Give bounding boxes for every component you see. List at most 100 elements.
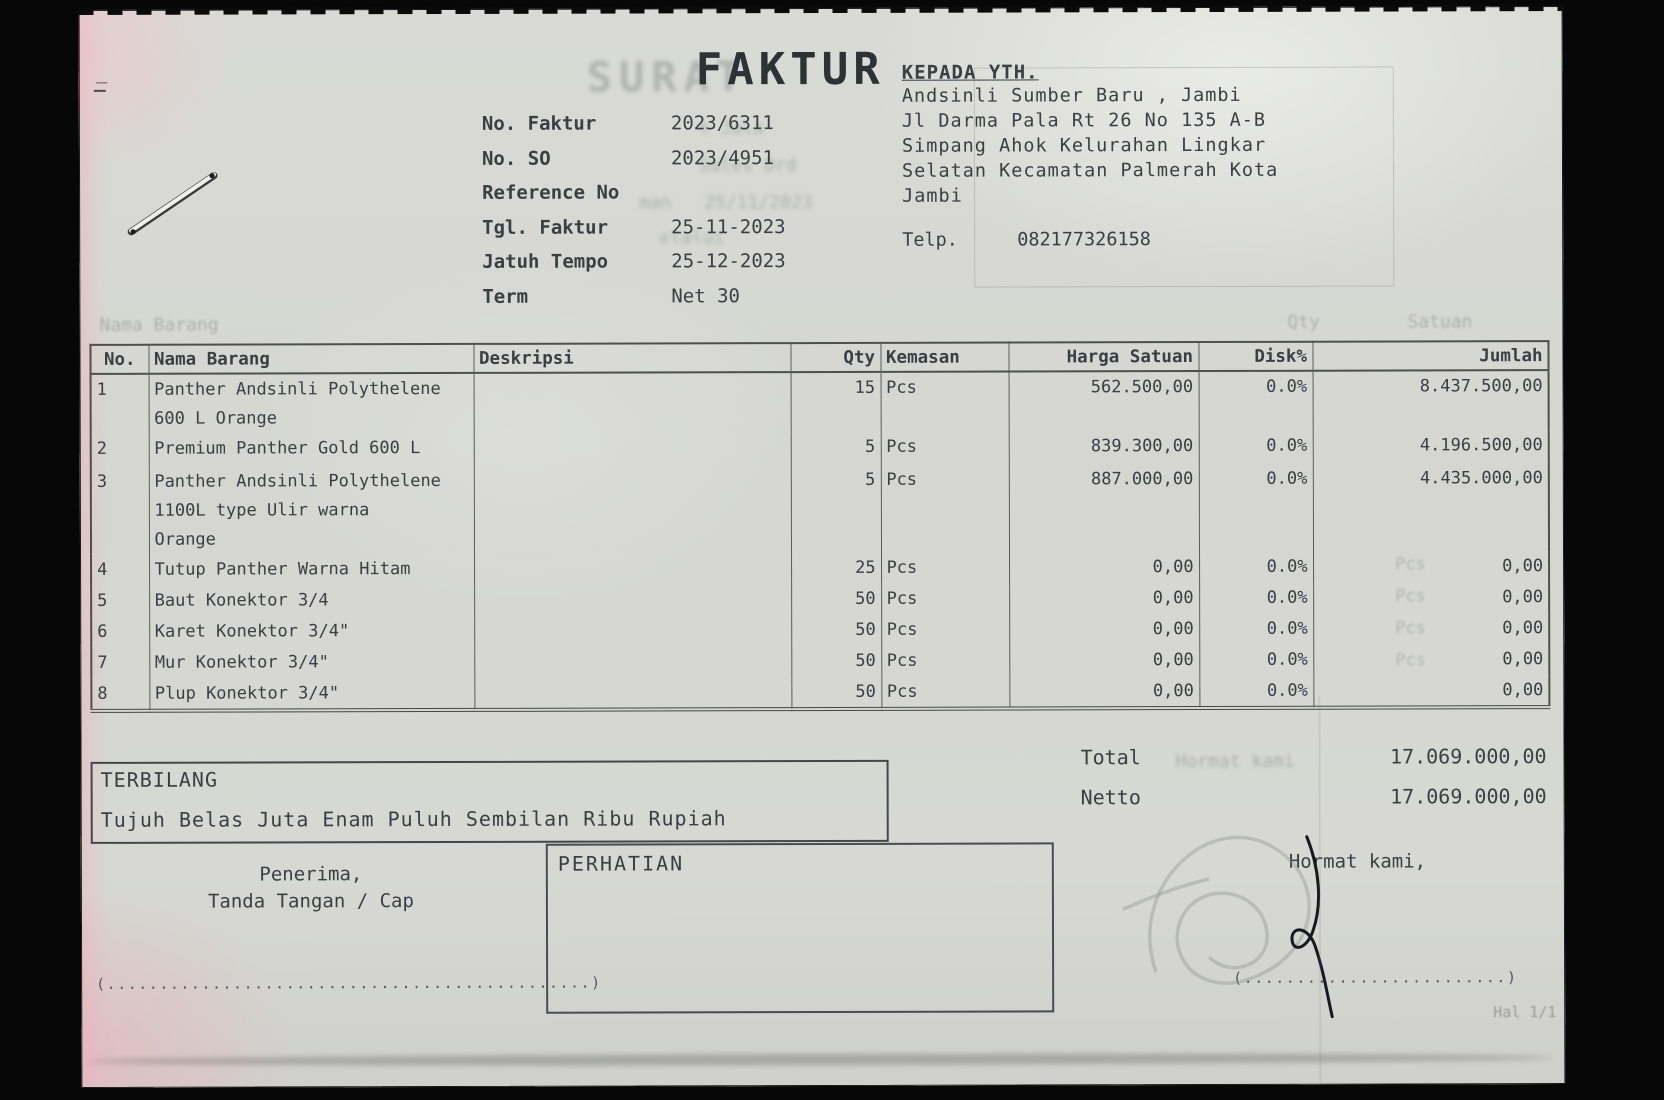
cell-nama-barang: Plup Konektor 3/4" bbox=[149, 677, 475, 711]
table-row: 2 Premium Panther Gold 600 L 5 Pcs 839.3… bbox=[90, 430, 1549, 467]
cell-no: 6 bbox=[91, 616, 150, 648]
cell-jumlah: 0,00 bbox=[1313, 675, 1550, 708]
perhatian-label: PERHATIAN bbox=[557, 851, 685, 876]
cell-jumlah: 4.435.000,00 bbox=[1312, 463, 1550, 552]
hormat-kami-caption: Hormat kami, bbox=[1288, 850, 1427, 873]
cell-jumlah: 0,00 bbox=[1313, 551, 1550, 583]
invoice-meta-block: No. Faktur 2023/6311 No. SO 2023/4951 Refe… bbox=[482, 112, 786, 320]
amount-in-words: Tujuh Belas Juta Enam Puluh Sembilan Rib… bbox=[100, 806, 727, 832]
cell-no: 8 bbox=[91, 678, 150, 711]
invoice-paper: SURAT t Jala Sales Ord man 25/11/2023 el… bbox=[78, 4, 1566, 1088]
phone-row: Telp. 082177326158 bbox=[902, 229, 1151, 251]
line-items-table: No. Nama Barang Deskripsi Qty Kemasan Ha… bbox=[89, 340, 1551, 713]
cell-no: 2 bbox=[90, 433, 149, 467]
recipient-address: Selatan Kecamatan Palmerah Kota bbox=[901, 159, 1279, 182]
ghost-signature bbox=[1122, 835, 1311, 985]
cell-jumlah: 0,00 bbox=[1313, 644, 1550, 676]
cell-harga-satuan: 839.300,00 bbox=[1008, 431, 1199, 465]
cell-qty: 50 bbox=[791, 676, 882, 710]
meta-label: Tgl. Faktur bbox=[482, 216, 609, 239]
torn-edge-perforation bbox=[78, 4, 1563, 15]
recipient-block: KEPADA YTH. Andsinli Sumber Baru , Jambi… bbox=[902, 61, 1279, 209]
cell-jumlah: 0,00 bbox=[1313, 613, 1550, 645]
cell-deskripsi bbox=[474, 615, 792, 647]
document-title: FAKTUR bbox=[695, 43, 885, 96]
table-row: 7 Mur Konektor 3/4" 50 Pcs 0,00 0.0% 0,0… bbox=[91, 644, 1550, 679]
cell-nama-barang: Baut Konektor 3/4 bbox=[149, 584, 475, 617]
cell-nama-barang: Panther Andsinli Polythelene 1100L type … bbox=[148, 465, 475, 555]
cell-qty: 50 bbox=[791, 583, 882, 616]
cell-disk: 0.0% bbox=[1199, 582, 1314, 615]
meta-row: Reference No bbox=[482, 181, 785, 216]
col-header-qty: Qty bbox=[790, 342, 881, 373]
cell-qty: 50 bbox=[791, 614, 882, 647]
cell-qty: 5 bbox=[790, 464, 882, 554]
cell-deskripsi bbox=[473, 465, 792, 554]
netto-label: Netto bbox=[1080, 785, 1141, 810]
penerima-signature-caption: Penerima, Tanda Tangan / Cap bbox=[207, 863, 414, 913]
col-header-deskripsi: Deskripsi bbox=[473, 343, 791, 373]
page-bottom-shadow bbox=[87, 1052, 1554, 1067]
table-row: 3 Panther Andsinli Polythelene 1100L typ… bbox=[90, 463, 1550, 555]
netto-row: Netto 17.069.000,00 bbox=[1081, 784, 1547, 809]
netto-value: 17.069.000,00 bbox=[1390, 784, 1547, 809]
recipient-address: Jl Darma Pala Rt 26 No 135 A-B bbox=[901, 109, 1267, 132]
total-value: 17.069.000,00 bbox=[1389, 744, 1547, 769]
cell-harga-satuan: 0,00 bbox=[1009, 552, 1200, 584]
meta-label: Jatuh Tempo bbox=[482, 250, 609, 273]
cell-nama-barang: Premium Panther Gold 600 L bbox=[148, 432, 474, 467]
cell-kemasan: Pcs bbox=[880, 464, 1010, 553]
perhatian-box: PERHATIAN bbox=[545, 842, 1055, 1014]
cell-kemasan: Pcs bbox=[881, 645, 1010, 677]
table-row: 5 Baut Konektor 3/4 50 Pcs 0,00 0.0% 0,0… bbox=[91, 582, 1550, 617]
cell-jumlah: 8.437.500,00 bbox=[1312, 370, 1549, 431]
cell-harga-satuan: 0,00 bbox=[1009, 614, 1200, 646]
cell-jumlah: 0,00 bbox=[1313, 582, 1550, 614]
pen-mark bbox=[93, 89, 106, 92]
col-header-jumlah: Jumlah bbox=[1312, 341, 1549, 371]
invoice-number: 2023/6311 bbox=[670, 112, 774, 135]
col-header-harga-satuan: Harga Satuan bbox=[1008, 342, 1199, 372]
cell-kemasan: Pcs bbox=[881, 583, 1010, 615]
invoice-date: 25-11-2023 bbox=[671, 215, 786, 238]
total-row: Total 17.069.000,00 bbox=[1081, 744, 1547, 769]
cell-nama-barang: Tutup Panther Warna Hitam bbox=[149, 553, 475, 586]
cell-nama-barang: Panther Andsinli Polythelene 600 L Orang… bbox=[148, 372, 474, 434]
ghost-column-label: Satuan bbox=[1407, 311, 1473, 333]
ghost-column-label: Nama Barang bbox=[99, 314, 219, 336]
cell-no: 3 bbox=[90, 466, 150, 555]
cell-deskripsi bbox=[474, 553, 792, 585]
cell-disk: 0.0% bbox=[1198, 370, 1313, 432]
cell-harga-satuan: 887.000,00 bbox=[1008, 464, 1200, 553]
cell-nama-barang: Karet Konektor 3/4" bbox=[149, 615, 475, 648]
phone-number: 082177326158 bbox=[1017, 229, 1151, 251]
meta-label: No. Faktur bbox=[481, 112, 597, 135]
cell-disk: 0.0% bbox=[1199, 675, 1314, 709]
cell-no: 4 bbox=[91, 554, 150, 586]
meta-row: No. Faktur 2023/6311 bbox=[482, 112, 785, 147]
cell-nama-barang: Mur Konektor 3/4" bbox=[149, 646, 475, 679]
cell-disk: 0.0% bbox=[1199, 644, 1314, 677]
meta-label: Term bbox=[482, 285, 529, 308]
signature-line-right: (.........................) bbox=[1233, 968, 1518, 987]
table-header-row: No. Nama Barang Deskripsi Qty Kemasan Ha… bbox=[90, 341, 1549, 374]
cell-deskripsi bbox=[474, 584, 792, 616]
cell-no: 5 bbox=[91, 585, 150, 617]
cell-harga-satuan: 0,00 bbox=[1009, 645, 1200, 677]
col-header-disk: Disk% bbox=[1198, 341, 1313, 372]
payment-term: Net 30 bbox=[671, 284, 741, 307]
table-row: 4 Tutup Panther Warna Hitam 25 Pcs 0,00 … bbox=[91, 551, 1550, 586]
page-number: Hal 1/1 bbox=[1493, 1003, 1557, 1022]
signature-line-left: (.......................................… bbox=[96, 973, 602, 993]
ghost-column-label: Qty bbox=[1287, 311, 1320, 333]
table-row: 8 Plup Konektor 3/4" 50 Pcs 0,00 0.0% 0,… bbox=[91, 675, 1550, 711]
meta-row: Jatuh Tempo 25-12-2023 bbox=[482, 250, 785, 285]
cell-qty: 50 bbox=[791, 645, 882, 678]
cell-disk: 0.0% bbox=[1199, 551, 1314, 584]
cell-harga-satuan: 0,00 bbox=[1009, 676, 1200, 709]
meta-row: No. SO 2023/4951 bbox=[482, 147, 785, 182]
cell-jumlah: 4.196.500,00 bbox=[1312, 430, 1549, 464]
cell-no: 7 bbox=[91, 647, 150, 679]
meta-label: No. SO bbox=[481, 147, 551, 170]
